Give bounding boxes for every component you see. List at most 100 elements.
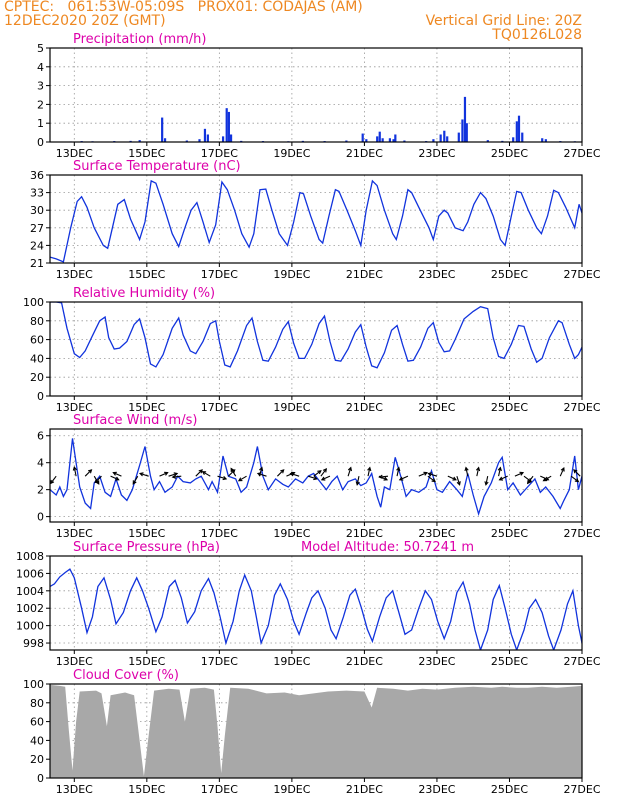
precip-bar [185, 140, 188, 142]
x-tick-label: 27DEC [563, 527, 600, 540]
precipitation-title: Precipitation (mm/h) [73, 32, 206, 47]
y-tick-label: 1 [37, 117, 44, 130]
x-tick-label: 23DEC [418, 783, 455, 796]
y-tick-label: 2 [37, 484, 44, 497]
precip-bar [512, 137, 515, 142]
x-tick-label: 25DEC [491, 147, 528, 160]
precip-bar [394, 134, 397, 142]
temperature-series [50, 179, 582, 263]
precip-bar [345, 140, 348, 142]
precip-bar [544, 139, 547, 142]
wind-arrow [256, 472, 267, 477]
x-tick-label: 25DEC [491, 401, 528, 414]
y-tick-label: 4 [37, 457, 44, 470]
precip-bar [388, 138, 391, 142]
precip-bar [486, 140, 489, 142]
precip-bar [161, 117, 164, 142]
x-tick-label: 17DEC [201, 783, 238, 796]
wind-arrow [320, 475, 331, 481]
y-tick-label: 40 [30, 352, 44, 365]
wind-arrow [475, 466, 481, 477]
precip-bar [541, 138, 544, 142]
x-tick-label: 19DEC [273, 783, 310, 796]
precip-bar [203, 128, 207, 142]
y-tick-label: 1004 [16, 585, 44, 598]
y-tick-label: 1002 [16, 602, 44, 615]
y-tick-label: 30 [30, 204, 44, 217]
wind-arrow [427, 475, 436, 483]
wind-arrow [171, 474, 182, 479]
y-tick-label: 21 [30, 257, 44, 270]
wind-arrow [50, 475, 57, 485]
precip-bar [221, 136, 225, 142]
cloud-area [50, 684, 582, 778]
wind-panel: 0 2 4 6 13DEC 15DEC 17DEC 19DEC 21DEC 23DEC 25DEC 2… [37, 413, 601, 540]
y-tick-label: 0 [37, 772, 44, 785]
y-tick-label: 5 [37, 42, 44, 55]
y-tick-label: 0 [37, 390, 44, 403]
precip-bar [376, 136, 379, 142]
wind-arrow [138, 472, 149, 477]
x-tick-label: 23DEC [418, 268, 455, 281]
precip-bar [365, 139, 368, 142]
wind-arrow [396, 466, 401, 477]
precip-bar [138, 140, 141, 142]
panel-frame [49, 301, 583, 397]
wind-arrow [367, 466, 372, 477]
wind-arrow [559, 467, 565, 477]
x-tick-label: 23DEC [418, 655, 455, 668]
precip-bar [198, 139, 201, 142]
panel-frame [49, 47, 583, 143]
x-tick-label: 17DEC [201, 655, 238, 668]
y-tick-label: 80 [30, 697, 44, 710]
y-tick-label: 40 [30, 734, 44, 747]
wind-arrow [498, 475, 508, 481]
wind-arrow [195, 469, 203, 477]
x-tick-label: 19DEC [273, 147, 310, 160]
x-tick-label: 17DEC [201, 268, 238, 281]
x-tick-label: 27DEC [563, 401, 600, 414]
y-tick-label: 20 [30, 753, 44, 766]
wind-arrow [418, 471, 428, 477]
x-tick-label: 13DEC [56, 147, 93, 160]
x-tick-label: 25DEC [491, 783, 528, 796]
y-tick-label: 100 [23, 296, 44, 309]
wind-arrow [355, 476, 360, 486]
temperature-title: Surface Temperature (nC) [73, 159, 241, 174]
precip-bar [521, 132, 524, 142]
wind-arrow [484, 476, 489, 486]
y-tick-label: 0 [37, 136, 44, 149]
wind-arrow [456, 476, 461, 486]
precip-bar [206, 134, 209, 142]
wind-arrow [427, 472, 438, 477]
wind-series [50, 438, 582, 517]
precip-bar [378, 131, 381, 142]
wind-arrow [110, 475, 120, 481]
y-tick-label: 33 [30, 187, 44, 200]
pressure-title: Surface Pressure (hPa) [73, 540, 220, 555]
x-tick-label: 25DEC [491, 655, 528, 668]
precip-bar [227, 111, 230, 142]
y-tick-label: 4 [37, 61, 44, 74]
wind-arrow [447, 475, 457, 481]
header-grid-line: Vertical Grid Line: 20Z [425, 13, 582, 29]
x-tick-label: 13DEC [56, 783, 93, 796]
wind-arrow [497, 466, 502, 477]
precipitation-panel: 0 1 2 3 4 5 13DEC 15DEC 17DEC 19DEC 21DEC 23DEC 25DE… [37, 32, 601, 160]
x-tick-label: 21DEC [346, 783, 383, 796]
wind-arrow [276, 469, 285, 477]
y-tick-label: 3 [37, 80, 44, 93]
precip-bar [361, 133, 364, 142]
precipitation-series [69, 96, 576, 142]
x-tick-label: 23DEC [418, 147, 455, 160]
x-tick-label: 15DEC [128, 147, 165, 160]
y-tick-label: 27 [30, 222, 44, 235]
wind-arrow [573, 469, 581, 477]
x-tick-label: 21DEC [346, 147, 383, 160]
y-tick-label: 2 [37, 98, 44, 111]
header-station: CPTEC: 061:53W-05:09S PROX01: CODAJAS (A… [4, 0, 363, 15]
precip-bar [461, 119, 464, 142]
y-tick-label: 36 [30, 169, 44, 182]
wind-arrow [237, 475, 247, 482]
